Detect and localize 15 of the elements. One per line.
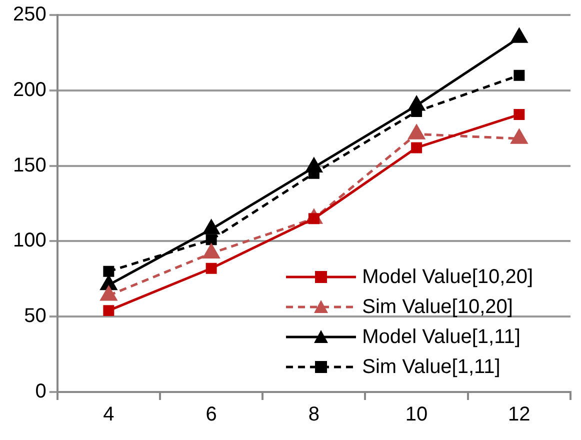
y-tick-label: 200 (12, 78, 46, 101)
y-tick-label: 100 (12, 230, 46, 252)
x-tick-label: 6 (206, 404, 217, 426)
x-tick-label: 12 (508, 404, 530, 426)
legend-label: Sim Value[1,11] (362, 355, 500, 380)
y-tick-label: 150 (12, 154, 46, 176)
legend-label: Model Value[10,20] (362, 265, 533, 290)
x-tick-label: 8 (308, 404, 320, 426)
legend-label: Sim Value[10,20] (362, 295, 513, 320)
y-tick-label: 0 (35, 380, 46, 403)
y-tick-label: 250 (12, 4, 46, 26)
y-tick-label: 50 (24, 305, 46, 328)
x-tick-label: 4 (103, 404, 114, 426)
x-tick-label: 10 (405, 404, 428, 426)
legend-label: Model Value[1,11] (362, 325, 520, 350)
